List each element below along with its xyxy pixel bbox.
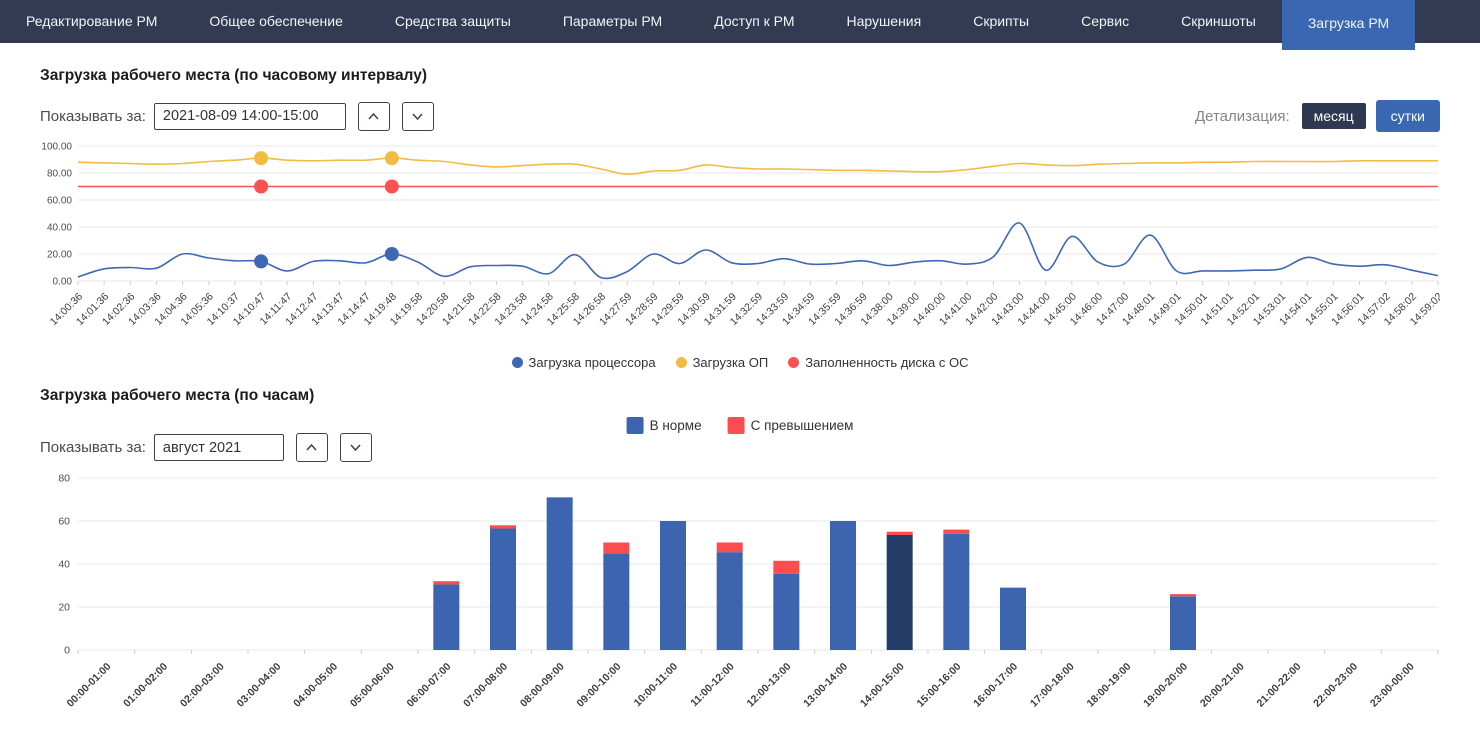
- chevron-down-icon: [350, 444, 361, 452]
- by-hours-section: Загрузка рабочего места (по часам) Показ…: [0, 387, 1480, 725]
- hourly-period-prev-button[interactable]: [357, 101, 390, 131]
- daily-period-input[interactable]: [153, 434, 284, 461]
- line-chart-legend: Загрузка процессора Загрузка ОП Заполненно…: [40, 355, 1440, 370]
- svg-text:17:00-18:00: 17:00-18:00: [1028, 661, 1077, 710]
- hourly-period-input[interactable]: [153, 102, 346, 130]
- svg-text:0.00: 0.00: [53, 277, 73, 288]
- tab-1[interactable]: Общее обеспечение: [209, 13, 343, 29]
- hourly-controls-row: Показывать за: Детализация: месяц сутки: [40, 100, 1440, 132]
- svg-text:80: 80: [58, 473, 70, 485]
- by-hours-chart: 0 20 40 60 80 00:00-01:00 01:00-02:00 02:00-03:…: [40, 468, 1440, 725]
- svg-text:03:00-04:00: 03:00-04:00: [235, 661, 284, 710]
- svg-text:09:00-10:00: 09:00-10:00: [575, 661, 624, 710]
- legend-item-0: Загрузка процессора: [511, 355, 656, 370]
- bar-chart-legend: В норме С превышением: [626, 417, 853, 434]
- svg-text:21:00-22:00: 21:00-22:00: [1255, 661, 1304, 710]
- svg-text:100.00: 100.00: [41, 142, 72, 153]
- bar-legend-item-1: С превышением: [727, 417, 853, 434]
- legend-dot-icon: [788, 357, 800, 368]
- svg-text:60.00: 60.00: [47, 196, 72, 207]
- daily-period-prev-button[interactable]: [295, 433, 328, 462]
- svg-text:20:00-21:00: 20:00-21:00: [1198, 661, 1247, 710]
- daily-period-next-button[interactable]: [339, 433, 372, 462]
- svg-text:20.00: 20.00: [47, 250, 72, 261]
- svg-text:23:00-00:00: 23:00-00:00: [1368, 661, 1417, 710]
- svg-text:10:00-11:00: 10:00-11:00: [632, 661, 681, 710]
- top-navbar: Редактирование РМ Общее обеспечение Средст…: [0, 0, 1480, 50]
- chevron-down-icon: [412, 112, 423, 120]
- chevron-up-icon: [306, 443, 317, 451]
- navbar-background: [0, 0, 1480, 43]
- bar-legend-item-0: В норме: [626, 417, 702, 434]
- tab-2[interactable]: Средства защиты: [394, 13, 511, 29]
- svg-text:11:00-12:00: 11:00-12:00: [688, 661, 737, 710]
- nav-tabs: Редактирование РМ Общее обеспечение Средст…: [0, 0, 1480, 50]
- svg-text:60: 60: [58, 516, 70, 528]
- svg-text:40.00: 40.00: [47, 223, 72, 234]
- svg-text:80.00: 80.00: [47, 169, 72, 180]
- svg-text:08:00-09:00: 08:00-09:00: [518, 661, 567, 710]
- svg-text:19:00-20:00: 19:00-20:00: [1141, 661, 1190, 710]
- legend-item-2: Заполненность диска с ОС: [788, 355, 968, 370]
- tab-4[interactable]: Доступ к РМ: [714, 13, 795, 29]
- svg-text:40: 40: [58, 559, 70, 571]
- svg-text:14:00-15:00: 14:00-15:00: [858, 661, 907, 710]
- detail-day-button[interactable]: сутки: [1375, 100, 1440, 132]
- hourly-interval-section: Загрузка рабочего места (по часовому инт…: [0, 67, 1480, 370]
- show-for-label: Показывать за:: [40, 107, 146, 125]
- tab-8[interactable]: Скриншоты: [1181, 13, 1256, 29]
- legend-dot-icon: [511, 357, 523, 368]
- tab-5[interactable]: Нарушения: [846, 13, 922, 29]
- tab-9-active[interactable]: Загрузка РМ: [1281, 0, 1416, 50]
- svg-text:02:00-03:00: 02:00-03:00: [178, 661, 227, 710]
- hourly-period-next-button[interactable]: [401, 101, 434, 131]
- tab-3[interactable]: Параметры РМ: [562, 13, 663, 29]
- detail-month-button[interactable]: месяц: [1301, 103, 1366, 129]
- show-for-label-2: Показывать за:: [40, 439, 146, 456]
- legend-square-icon: [727, 417, 745, 434]
- legend-dot-icon: [675, 357, 687, 368]
- legend-item-1: Загрузка ОП: [675, 355, 768, 370]
- daily-controls-row: Показывать за: В норме С превышением: [40, 417, 1440, 462]
- svg-text:07:00-08:00: 07:00-08:00: [461, 661, 510, 710]
- svg-text:13:00-14:00: 13:00-14:00: [801, 661, 850, 710]
- svg-text:06:00-07:00: 06:00-07:00: [405, 661, 454, 710]
- tab-0[interactable]: Редактирование РМ: [26, 13, 158, 29]
- svg-text:15:00-16:00: 15:00-16:00: [915, 661, 964, 710]
- chevron-up-icon: [368, 112, 379, 120]
- daily-section-title: Загрузка рабочего места (по часам): [40, 387, 315, 404]
- svg-text:05:00-06:00: 05:00-06:00: [348, 661, 397, 710]
- hourly-section-title: Загрузка рабочего места (по часовому инт…: [40, 67, 427, 84]
- svg-text:0: 0: [64, 645, 70, 657]
- hourly-interval-chart: 0.00 20.00 40.00 60.00 80.00 100.00 14:00:36 14…: [40, 138, 1445, 355]
- svg-text:18:00-19:00: 18:00-19:00: [1085, 661, 1134, 710]
- tab-7[interactable]: Сервис: [1081, 13, 1130, 29]
- svg-text:22:00-23:00: 22:00-23:00: [1311, 661, 1360, 710]
- svg-text:12:00-13:00: 12:00-13:00: [745, 661, 794, 710]
- svg-text:04:00-05:00: 04:00-05:00: [291, 661, 340, 710]
- tab-6[interactable]: Скрипты: [973, 13, 1030, 29]
- detail-level-control: Детализация: месяц сутки: [1195, 100, 1440, 132]
- detail-level-label: Детализация:: [1194, 107, 1290, 125]
- svg-text:20: 20: [58, 602, 70, 614]
- svg-text:00:00-01:00: 00:00-01:00: [65, 661, 114, 710]
- legend-square-icon: [626, 417, 644, 434]
- svg-text:01:00-02:00: 01:00-02:00: [121, 661, 170, 710]
- svg-text:16:00-17:00: 16:00-17:00: [971, 661, 1020, 710]
